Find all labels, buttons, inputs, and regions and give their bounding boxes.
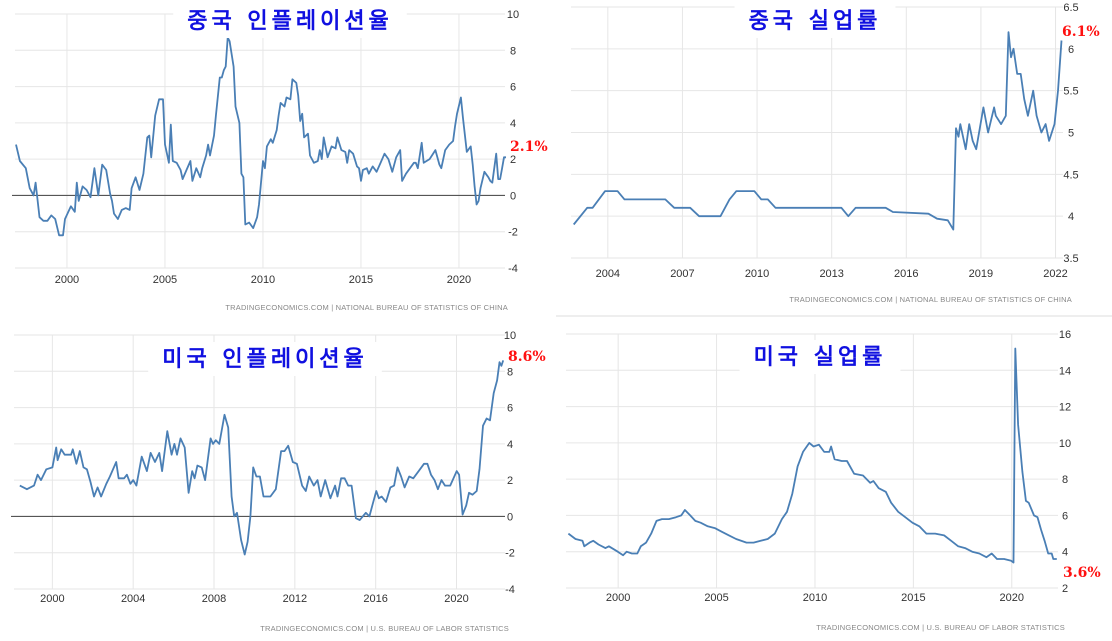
y-tick-label: 16: [1059, 329, 1071, 341]
x-tick-label: 2007: [670, 268, 694, 280]
chart-panel-2: -4 -2 0 2 4 6 8 10 2000 2004 2008 2012 2016 2020 미국 인플…: [11, 330, 546, 633]
latest-value-label: 2.1%: [510, 139, 548, 155]
y-tick-label: 10: [507, 9, 519, 21]
x-tick-label: 2013: [819, 268, 843, 280]
series-line: [19, 360, 505, 556]
title-backdrop: [734, 4, 896, 38]
x-tick-label: 2010: [803, 592, 827, 604]
y-tick-label: 2: [507, 475, 513, 487]
latest-value-label: 8.6%: [508, 349, 546, 365]
series-line: [15, 36, 506, 237]
x-tick-label: 2004: [121, 593, 145, 605]
y-tick-label: 8: [510, 45, 516, 57]
source-attribution: TRADINGECONOMICS.COM | NATIONAL BUREAU O…: [789, 295, 1072, 304]
source-attribution: TRADINGECONOMICS.COM | U.S. BUREAU OF LA…: [260, 624, 509, 633]
x-tick-label: 2000: [55, 274, 79, 286]
chart-panel-1: 3.5 4 4.5 5 5.5 6 6.5 2004 2007 2010 2013 2016 2019 2…: [571, 2, 1100, 304]
y-tick-label: 12: [1059, 402, 1071, 414]
x-tick-label: 2015: [901, 592, 925, 604]
source-attribution: TRADINGECONOMICS.COM | U.S. BUREAU OF LA…: [816, 623, 1065, 632]
y-tick-label: 8: [1062, 474, 1068, 486]
y-tick-label: 6: [507, 403, 513, 415]
y-tick-label: 4.5: [1063, 169, 1078, 181]
x-tick-label: 2010: [745, 268, 769, 280]
y-tick-label: 5.5: [1063, 86, 1078, 98]
chart-title: 미국 실업률: [754, 344, 887, 370]
latest-value-label: 6.1%: [1062, 24, 1100, 40]
y-tick-label: 10: [504, 330, 516, 342]
y-tick-label: 4: [507, 439, 513, 451]
x-tick-label: 2019: [969, 268, 993, 280]
x-tick-label: 2004: [596, 268, 620, 280]
y-tick-label: 0: [507, 511, 513, 523]
y-tick-label: 6: [1062, 510, 1068, 522]
x-tick-label: 2012: [283, 593, 307, 605]
y-tick-label: 4: [1062, 547, 1068, 559]
x-tick-label: 2015: [349, 274, 373, 286]
x-tick-label: 2005: [153, 274, 177, 286]
y-tick-label: 14: [1059, 365, 1071, 377]
chart-title: 중국 인플레이션율: [187, 8, 393, 34]
chart-panel-0: -4 -2 0 2 4 6 8 10 2000 2005 2010 2015 2020 중국 인플레이션율…: [12, 4, 548, 312]
y-tick-label: 2: [1062, 583, 1068, 595]
y-tick-label: 5: [1068, 128, 1074, 140]
y-tick-label: 3.5: [1063, 253, 1078, 265]
x-tick-label: 2022: [1043, 268, 1067, 280]
y-tick-label: -2: [508, 227, 518, 239]
chart-panel-3: 2 4 6 8 10 12 14 16 2000 2005 2010 2015 2020 미국 실업률 3.…: [566, 329, 1101, 632]
y-tick-label: 10: [1059, 438, 1071, 450]
y-tick-label: 4: [510, 118, 516, 130]
series-line: [567, 347, 1057, 564]
title-backdrop: [739, 340, 901, 374]
x-tick-label: 2008: [202, 593, 226, 605]
x-tick-label: 2005: [704, 592, 728, 604]
chart-title: 중국 실업률: [749, 8, 882, 34]
x-tick-label: 2020: [1000, 592, 1024, 604]
y-tick-label: -4: [505, 584, 515, 596]
y-tick-label: 2: [510, 154, 516, 166]
x-tick-label: 2000: [606, 592, 630, 604]
y-tick-label: 4: [1068, 211, 1074, 223]
y-tick-label: 0: [510, 190, 516, 202]
y-tick-label: -4: [508, 263, 518, 275]
latest-value-label: 3.6%: [1063, 565, 1101, 581]
x-tick-label: 2016: [363, 593, 387, 605]
y-tick-label: 6: [1068, 44, 1074, 56]
x-tick-label: 2020: [447, 274, 471, 286]
x-tick-label: 2010: [251, 274, 275, 286]
series-line: [573, 31, 1063, 231]
y-tick-label: 6.5: [1063, 2, 1078, 14]
chart-title: 미국 인플레이션율: [162, 346, 368, 372]
y-tick-label: 8: [507, 366, 513, 378]
x-tick-label: 2020: [444, 593, 468, 605]
title-backdrop: [173, 4, 407, 38]
x-tick-label: 2000: [40, 593, 64, 605]
source-attribution: TRADINGECONOMICS.COM | NATIONAL BUREAU O…: [225, 303, 508, 312]
y-tick-label: -2: [505, 548, 515, 560]
y-tick-label: 6: [510, 82, 516, 94]
x-tick-label: 2016: [894, 268, 918, 280]
title-backdrop: [148, 342, 382, 376]
